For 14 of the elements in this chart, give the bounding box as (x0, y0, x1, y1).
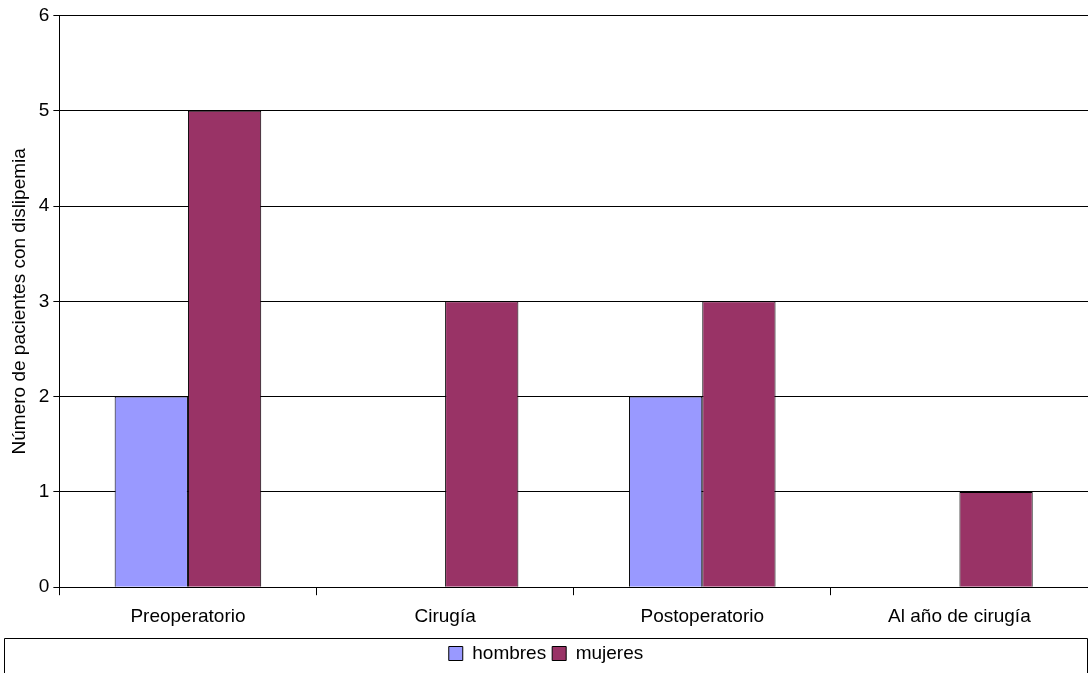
y-tick-label: 1 (38, 480, 50, 502)
legend-label: mujeres (575, 641, 644, 663)
y-tick-label: 4 (38, 194, 50, 216)
y-tick-label: 5 (38, 98, 50, 120)
y-tick-label: 3 (38, 289, 50, 311)
legend-label: hombres (472, 641, 547, 663)
x-tick-label: Cirugía (414, 604, 477, 626)
x-tick-label: Al año de cirugía (888, 604, 1032, 626)
y-tick-label: 2 (38, 384, 50, 406)
y-tick-label: 0 (38, 575, 50, 597)
x-tick-label: Postoperatorio (640, 604, 765, 626)
y-tick-label: 6 (38, 3, 50, 25)
y-axis-title: Número de pacientes con dislipemia (7, 147, 29, 455)
x-tick-label: Preoperatorio (130, 604, 246, 626)
